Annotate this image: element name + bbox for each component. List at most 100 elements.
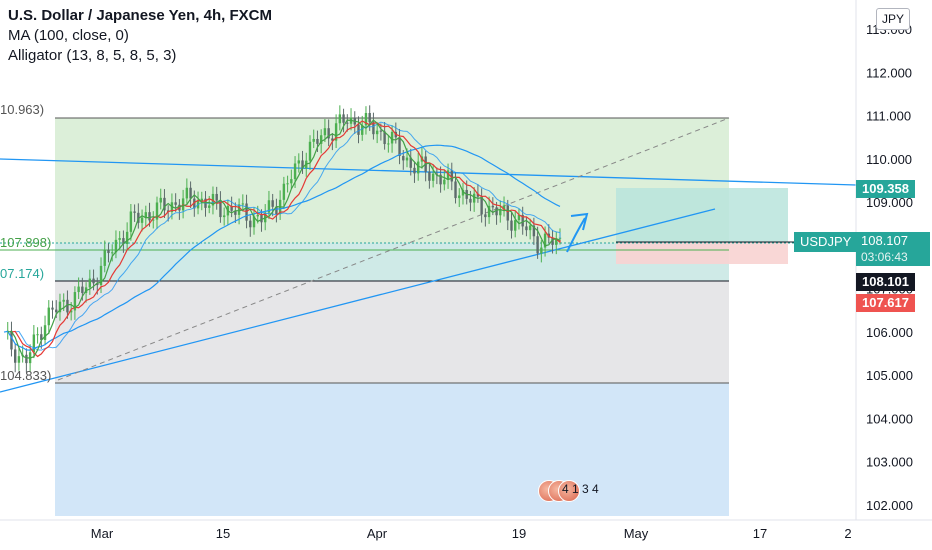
- candle-body: [51, 307, 54, 310]
- candle-body: [81, 286, 84, 294]
- last-price-value: 108.107: [861, 233, 908, 248]
- trendline-price-tag: 109.358: [856, 180, 915, 198]
- candle-body: [159, 197, 162, 203]
- price-tick-label: 105.000: [866, 368, 913, 383]
- candle-body: [476, 193, 480, 197]
- candle-body: [514, 220, 517, 231]
- candle-body: [77, 286, 80, 293]
- candle-body: [491, 205, 495, 208]
- candle-body: [480, 196, 483, 215]
- candle-body: [66, 299, 69, 313]
- candle-body: [211, 193, 215, 206]
- candle-body: [256, 214, 259, 217]
- currency-badge[interactable]: JPY: [876, 8, 910, 30]
- candle-body: [528, 225, 532, 231]
- time-tick-label: 17: [753, 526, 767, 541]
- time-tick-label: 19: [512, 526, 526, 541]
- time-axis-ticks: Mar 15 Apr 19 May 17 2: [91, 526, 852, 541]
- candle-body: [454, 181, 457, 199]
- candle-body: [323, 128, 327, 136]
- candle-body: [331, 138, 334, 141]
- candle-body: [73, 292, 77, 311]
- price-tick-label: 103.000: [866, 455, 913, 470]
- ma-100-line: [3, 144, 561, 351]
- candle-body: [189, 187, 192, 199]
- projection-arrow[interactable]: [566, 217, 586, 253]
- candle-body: [245, 203, 248, 221]
- price-tick-label: 109.000: [866, 195, 913, 210]
- fib-label-high: 10.963): [0, 102, 45, 117]
- candle-body: [55, 309, 58, 313]
- candle-body: [409, 157, 412, 168]
- candle-body: [402, 156, 405, 161]
- candle-body: [40, 334, 43, 340]
- candle-body: [241, 203, 245, 205]
- candle-body: [312, 138, 315, 142]
- candle-body: [152, 219, 155, 221]
- candle-body: [301, 160, 304, 169]
- candle-body: [103, 249, 106, 266]
- candle-body: [174, 202, 177, 205]
- economic-events-ticker[interactable]: 4 1 3 4: [538, 480, 634, 502]
- fib-label-low: 07.174): [0, 266, 45, 281]
- candle-body: [446, 170, 450, 180]
- candle-body: [118, 238, 121, 240]
- candle-body: [499, 209, 502, 216]
- candle-body: [58, 301, 62, 313]
- candle-body: [155, 202, 159, 220]
- candle-body: [275, 206, 278, 215]
- candle-body: [443, 179, 446, 185]
- candle-body: [417, 161, 420, 174]
- candle-body: [364, 113, 368, 126]
- stop-loss-zone: [616, 242, 788, 264]
- alligator-indicator-label[interactable]: Alligator (13, 8, 5, 8, 5, 3): [8, 47, 177, 64]
- fib-zone-grey: [55, 281, 729, 383]
- bid-price-tag: 108.101: [856, 273, 915, 291]
- candle-body: [107, 249, 110, 254]
- symbol-title[interactable]: U.S. Dollar / Japanese Yen, 4h, FXCM: [8, 7, 272, 24]
- price-tick-label: 110.000: [866, 152, 912, 167]
- candle-body: [99, 265, 103, 286]
- candle-body: [334, 123, 338, 141]
- time-tick-label: 15: [216, 526, 230, 541]
- candle-body: [163, 197, 166, 211]
- candle-body: [327, 128, 330, 139]
- candle-body: [193, 198, 196, 209]
- candle-body: [230, 206, 233, 211]
- candle-body: [469, 198, 472, 203]
- candle-body: [200, 198, 203, 202]
- chart-legend: U.S. Dollar / Japanese Yen, 4h, FXCM MA …: [8, 6, 272, 66]
- trendline-top[interactable]: [0, 158, 857, 186]
- price-tick-label: 111.000: [866, 109, 911, 124]
- candle-body: [234, 210, 237, 215]
- candle-body: [140, 217, 144, 223]
- candle-body: [387, 143, 390, 145]
- price-tick-label: 102.000: [866, 498, 913, 513]
- candle-body: [510, 220, 513, 231]
- ma-indicator-label[interactable]: MA (100, close, 0): [8, 27, 129, 44]
- candle-body: [25, 354, 28, 364]
- candle-body: [525, 226, 528, 231]
- candle-body: [62, 299, 65, 302]
- candle-body: [405, 157, 409, 161]
- candle-body: [375, 130, 379, 135]
- trendline-dashed[interactable]: [57, 117, 730, 381]
- time-tick-label: Mar: [91, 526, 114, 541]
- candle-body: [267, 200, 271, 213]
- candle-body: [346, 122, 349, 124]
- candle-body: [32, 334, 36, 353]
- candle-body: [428, 171, 431, 181]
- fib-label-mid: 107.898): [0, 235, 52, 250]
- candle-body: [372, 122, 375, 135]
- candle-body: [148, 212, 151, 221]
- candle-body: [290, 179, 293, 184]
- candle-body: [282, 183, 286, 200]
- candle-body: [308, 141, 312, 161]
- candle-body: [43, 325, 47, 340]
- candle-body: [252, 216, 256, 228]
- trendline-rising[interactable]: [0, 208, 716, 393]
- candle-body: [368, 113, 371, 123]
- candle-body: [185, 187, 189, 199]
- candle-body: [379, 130, 383, 132]
